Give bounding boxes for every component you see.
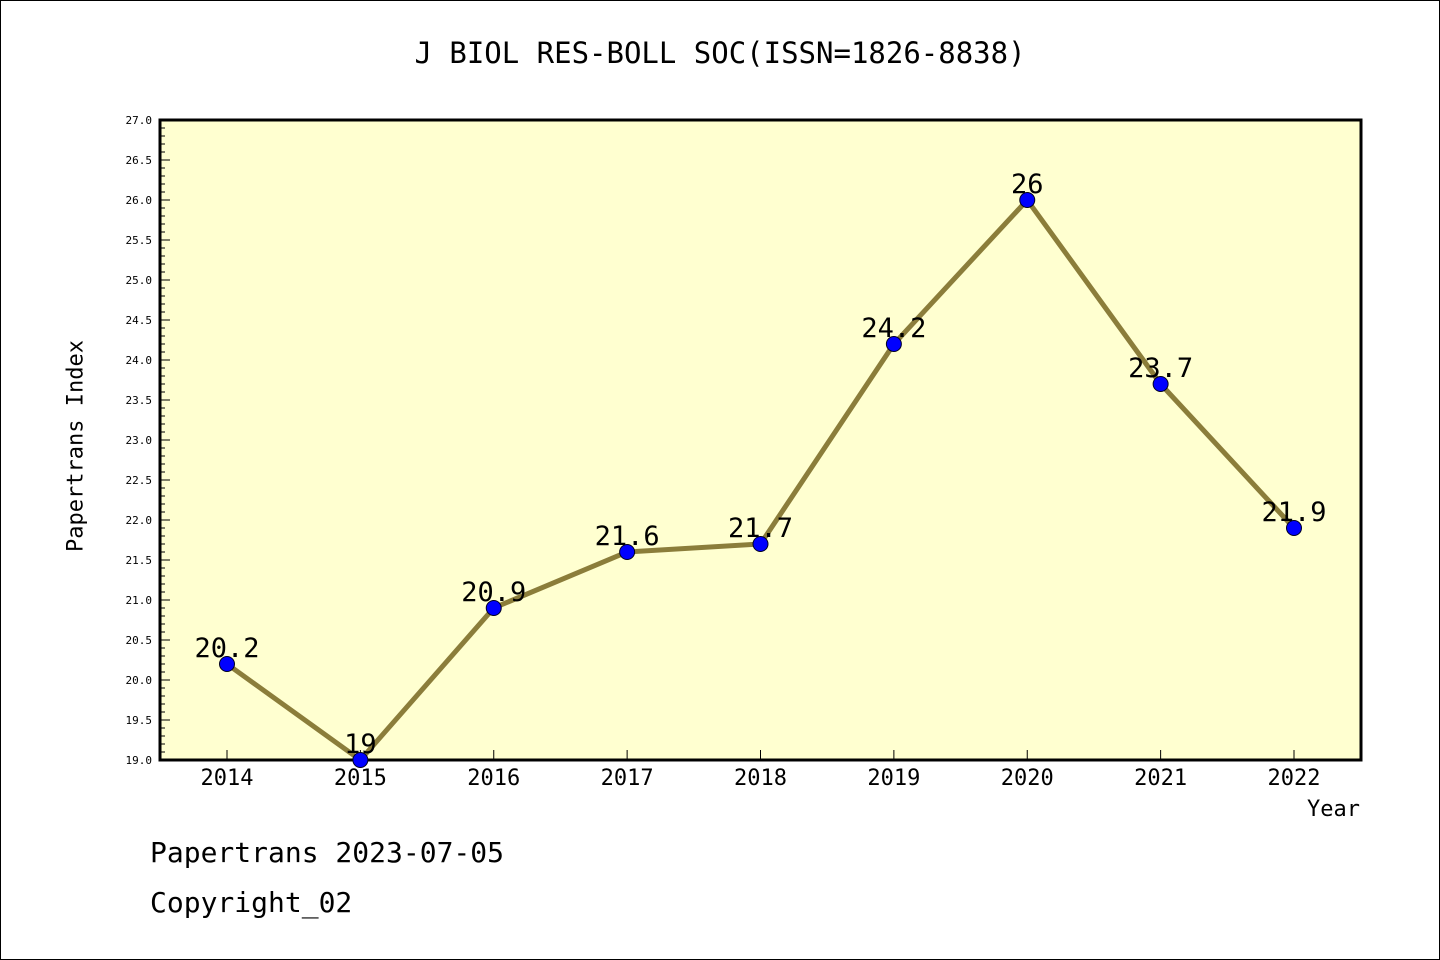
data-label: 24.2 [861,313,926,344]
data-label: 26 [1011,169,1044,200]
data-point [1286,520,1302,536]
chart-title: J BIOL RES-BOLL SOC(ISSN=1826-8838) [414,36,1026,70]
data-label: 21.7 [728,513,793,544]
y-axis-label: Papertrans Index [63,340,89,552]
y-tick-label: 23.5 [126,394,153,407]
y-tick-label: 25.0 [126,274,153,287]
y-tick-label: 22.0 [126,514,153,527]
data-point [1019,192,1036,208]
data-points [219,192,1302,768]
data-point [752,536,769,552]
y-tick-label: 19.5 [126,714,153,727]
data-point [885,336,902,352]
y-tick-label: 20.5 [126,634,153,647]
x-axis: 2014 2015 2016 2017 2018 2019 2020 2021 2022 [201,750,1321,791]
data-label: 21.6 [595,521,660,552]
x-tick-label: 2019 [867,766,920,791]
plot-area [158,118,1363,762]
data-point [619,544,636,560]
y-tick-label: 23.0 [126,434,153,447]
data-label: 21.9 [1261,497,1326,528]
data-label: 19 [344,729,377,760]
y-tick-label: 22.5 [126,474,153,487]
data-point [1152,376,1169,392]
y-tick-label: 21.5 [126,554,153,567]
x-tick-label: 2021 [1134,766,1187,791]
y-tick-label: 26.5 [126,154,153,167]
x-tick-label: 2022 [1268,766,1321,791]
data-label: 23.7 [1128,353,1193,384]
y-tick-label: 24.0 [126,354,153,367]
y-tick-label: 24.5 [126,314,153,327]
x-tick-label: 2018 [734,766,787,791]
data-point [219,656,235,672]
footer-copyright: Copyright_02 [150,886,353,919]
x-tick-label: 2014 [201,766,254,791]
y-tick-label: 26.0 [126,194,153,207]
x-tick-label: 2015 [334,766,387,791]
y-tick-label: 25.5 [126,234,153,247]
x-tick-label: 2017 [601,766,654,791]
y-axis: 19.0 19.5 20.0 20.5 21.0 21.5 22.0 22.5 23.0 23.5… [126,114,170,767]
y-tick-label: 21.0 [126,594,153,607]
data-labels: 20.2 19 20.9 21.6 21.7 24.2 26 23.7 21.9 [194,169,1326,760]
data-label: 20.2 [194,633,259,664]
y-tick-label: 20.0 [126,674,153,687]
data-point [485,600,502,616]
footer-source: Papertrans 2023-07-05 [150,836,505,869]
data-point [352,752,369,768]
y-tick-label: 19.0 [126,754,153,767]
x-axis-label: Year [1307,797,1360,822]
y-tick-label: 27.0 [126,114,153,127]
data-label: 20.9 [461,577,526,608]
x-tick-label: 2020 [1001,766,1054,791]
x-tick-label: 2016 [467,766,520,791]
